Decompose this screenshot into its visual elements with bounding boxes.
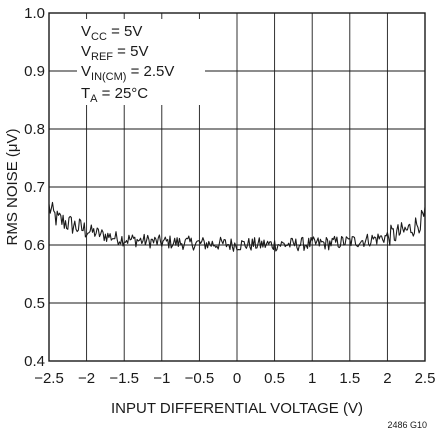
y-axis-ticks: 0.4 0.5 0.6 0.7 0.8 0.9 1.0 [24, 5, 45, 370]
conditions-line: TA = 25°C [81, 85, 148, 105]
x-tick-label: −2.5 [34, 370, 64, 387]
x-axis-ticks: −2.5 −2 −1.5 −1 −0.5 0 0.5 1 1.5 2 2.5 [34, 370, 435, 387]
y-tick-label: 1.0 [24, 5, 45, 22]
figure-id: 2486 G10 [387, 420, 427, 430]
y-tick-label: 0.6 [24, 237, 45, 254]
x-tick-label: 1.5 [339, 370, 360, 387]
y-tick-label: 0.9 [24, 63, 45, 80]
x-tick-label: 0 [233, 370, 241, 387]
x-tick-label: −1 [153, 370, 170, 387]
y-tick-label: 0.8 [24, 121, 45, 138]
x-tick-label: −2 [78, 370, 95, 387]
plot-frame [48, 12, 426, 362]
x-tick-label: 0.5 [264, 370, 285, 387]
conditions-line: VCC = 5V [81, 23, 142, 43]
y-tick-label: 0.7 [24, 179, 45, 196]
x-tick-label: 2.5 [415, 370, 436, 387]
x-axis-label: INPUT DIFFERENTIAL VOLTAGE (V) [111, 400, 363, 417]
x-tick-label: 2 [383, 370, 391, 387]
conditions-annotation-box [77, 19, 205, 105]
conditions-line: VIN(CM) = 2.5V [81, 63, 174, 83]
noise-series-line [48, 201, 426, 252]
y-tick-label: 0.5 [24, 295, 45, 312]
x-tick-label: −0.5 [185, 370, 215, 387]
x-tick-label: −1.5 [109, 370, 139, 387]
y-tick-label: 0.4 [24, 353, 45, 370]
x-tick-label: 1 [308, 370, 316, 387]
y-axis-label: RMS NOISE (μV) [4, 129, 21, 246]
conditions-line: VREF = 5V [81, 43, 148, 63]
